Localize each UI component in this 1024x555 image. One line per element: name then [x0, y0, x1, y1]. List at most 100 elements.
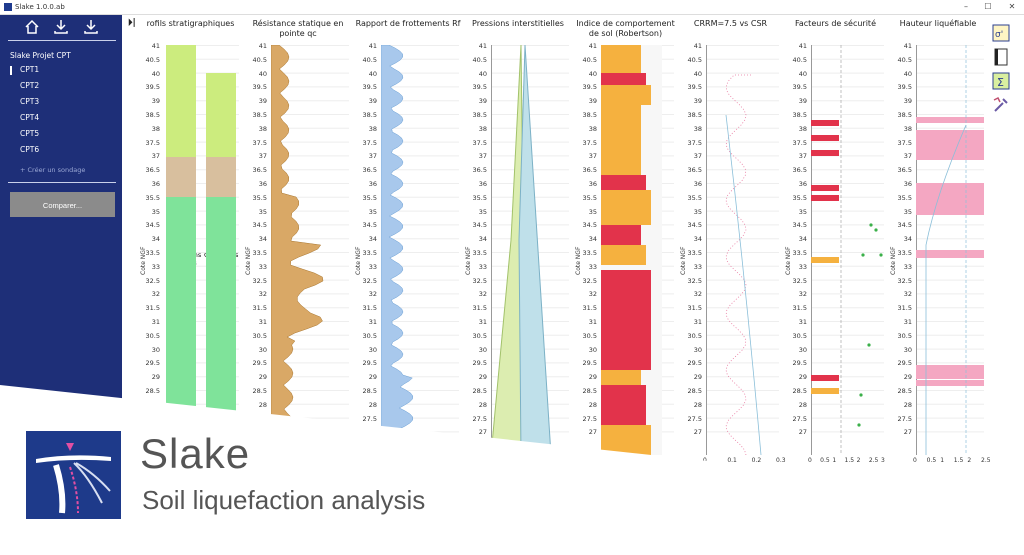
y-tick-label: 35 [903, 207, 912, 216]
y-tick-label: 36.5 [252, 166, 267, 175]
maximize-button[interactable]: ☐ [984, 2, 992, 11]
layer-top-projet [206, 73, 236, 157]
y-tick-label: 28 [588, 400, 597, 409]
sidebar-item-cpt2[interactable]: CPT2 [10, 79, 120, 93]
close-button[interactable]: ✕ [1008, 2, 1016, 11]
sidebar-item-cpt4[interactable]: CPT4 [10, 111, 120, 125]
y-tick-label: 36 [478, 180, 487, 188]
y-tick-label: 35 [693, 207, 702, 216]
create-sondage-link[interactable]: + Créer un sondage [20, 166, 86, 174]
y-tick-label: 31 [151, 318, 160, 326]
active-indicator [10, 66, 12, 75]
y-tick-label: 32.5 [582, 276, 597, 285]
ic-band [601, 245, 646, 265]
y-tick-label: 28.5 [687, 387, 702, 395]
home-icon[interactable] [23, 18, 41, 36]
y-tick-label: 27.5 [792, 414, 807, 423]
fs-bar [811, 375, 839, 381]
y-tick-label: 33 [368, 262, 377, 271]
y-tick-label: 32.5 [472, 276, 487, 285]
y-tick-label: 30 [258, 345, 267, 354]
y-tick-label: 38 [151, 124, 160, 133]
tools-icon[interactable] [992, 96, 1010, 114]
y-tick-label: 28 [903, 400, 912, 409]
layer-bot-projet [206, 197, 236, 455]
x-tick-label: 2.5 [868, 457, 879, 464]
x-tick-label: 0.5 [926, 457, 937, 464]
y-tick-label: 33.5 [582, 249, 597, 257]
document-icon[interactable] [992, 48, 1010, 66]
y-tick-label: 29.5 [897, 359, 912, 368]
compare-button[interactable]: Comparer... [10, 192, 115, 217]
minimize-button[interactable]: – [964, 2, 968, 11]
y-tick-label: 27 [903, 428, 912, 437]
y-tick-label: 39 [588, 97, 597, 106]
y-tick-label: 31.5 [362, 304, 377, 313]
y-tick-label: 35.5 [472, 193, 487, 202]
y-tick-label: 41 [368, 42, 377, 50]
y-tick-label: 31 [478, 318, 487, 326]
ic-band [601, 85, 651, 105]
y-tick-label: 29 [693, 373, 702, 382]
svg-text:σ': σ' [995, 30, 1003, 40]
y-tick-label: 34.5 [362, 221, 377, 230]
y-tick-label: 34 [151, 235, 160, 244]
y-tick-label: 30.5 [362, 331, 377, 340]
y-tick-label: 33 [151, 262, 160, 271]
y-tick-label: 39.5 [362, 83, 377, 92]
fs-bar [811, 135, 839, 141]
sidebar-item-cpt5[interactable]: CPT5 [10, 127, 120, 141]
y-tick-label: 30.5 [582, 331, 597, 340]
sidebar-item-cpt6[interactable]: CPT6 [10, 143, 120, 157]
x-tick-label: 1 [832, 457, 837, 464]
plot-rf [381, 45, 459, 455]
op-icon[interactable]: σ' [992, 24, 1010, 42]
panel-title: rofils stratigraphiques [146, 19, 235, 28]
y-tick-label: 31 [368, 318, 377, 326]
sidebar-item-cpt1[interactable]: CPT1 [10, 63, 120, 77]
x-tick-label: 0.2 [751, 457, 762, 464]
logo-graphic [26, 431, 121, 519]
crr-line [725, 74, 751, 455]
y-tick-label: 30 [693, 345, 702, 354]
hl-cible [925, 124, 967, 455]
y-tick-label: 39.5 [687, 83, 702, 92]
y-tick-label: 27.5 [582, 414, 597, 423]
y-tick-label: 33.5 [145, 249, 160, 257]
y-tick-label: 37 [478, 152, 487, 161]
y-tick-label: 29 [368, 373, 377, 382]
y-tick-label: 33.5 [897, 249, 912, 257]
collapse-sidebar-button[interactable]: ⏵| [128, 18, 136, 28]
divider [8, 182, 116, 183]
sigma-icon[interactable]: Σ [992, 72, 1010, 90]
panel-fs: Facteurs de sécurité Cote NGF 41 40.5 40 39.5… [783, 15, 888, 475]
y-tick-label: 29.5 [252, 359, 267, 368]
hl-band [916, 130, 984, 160]
y-tick-label: 37.5 [362, 138, 377, 147]
y-tick-label: 34 [478, 235, 487, 244]
y-tick-label: 36 [151, 180, 160, 188]
sidebar-item-label: CPT2 [20, 81, 40, 90]
y-tick-label: 28.5 [362, 387, 377, 395]
panel-hl: Hauteur liquéfiable Cote NGF 41 40.5 40 39.5 3… [888, 15, 991, 475]
right-toolbar: σ' Σ [988, 18, 1014, 148]
layer-mid-projet [206, 157, 236, 197]
sidebar-item-cpt3[interactable]: CPT3 [10, 95, 120, 109]
y-tick-label: 41 [693, 42, 702, 50]
window-title: Slake 1.0.0.ab [15, 3, 65, 11]
fs-point [879, 253, 883, 257]
y-tick-label: 37 [903, 152, 912, 161]
x-tick-label: 3 [881, 457, 885, 464]
y-tick-label: 36.5 [687, 166, 702, 175]
y-tick-label: 31 [258, 318, 267, 326]
upload-icon[interactable] [82, 18, 100, 36]
y-tick-label: 29.5 [472, 359, 487, 368]
download-icon[interactable] [52, 18, 70, 36]
y-tick-label: 38 [478, 124, 487, 133]
y-tick-label: 32 [588, 290, 597, 299]
y-tick-label: 32.5 [897, 276, 912, 285]
panel-strat: rofils stratigraphiques Cote NGF 41 40.5 40 3… [138, 15, 243, 475]
y-tick-label: 31.5 [145, 304, 160, 313]
fs-point [867, 343, 871, 347]
sidebar-item-label: CPT6 [20, 145, 40, 154]
